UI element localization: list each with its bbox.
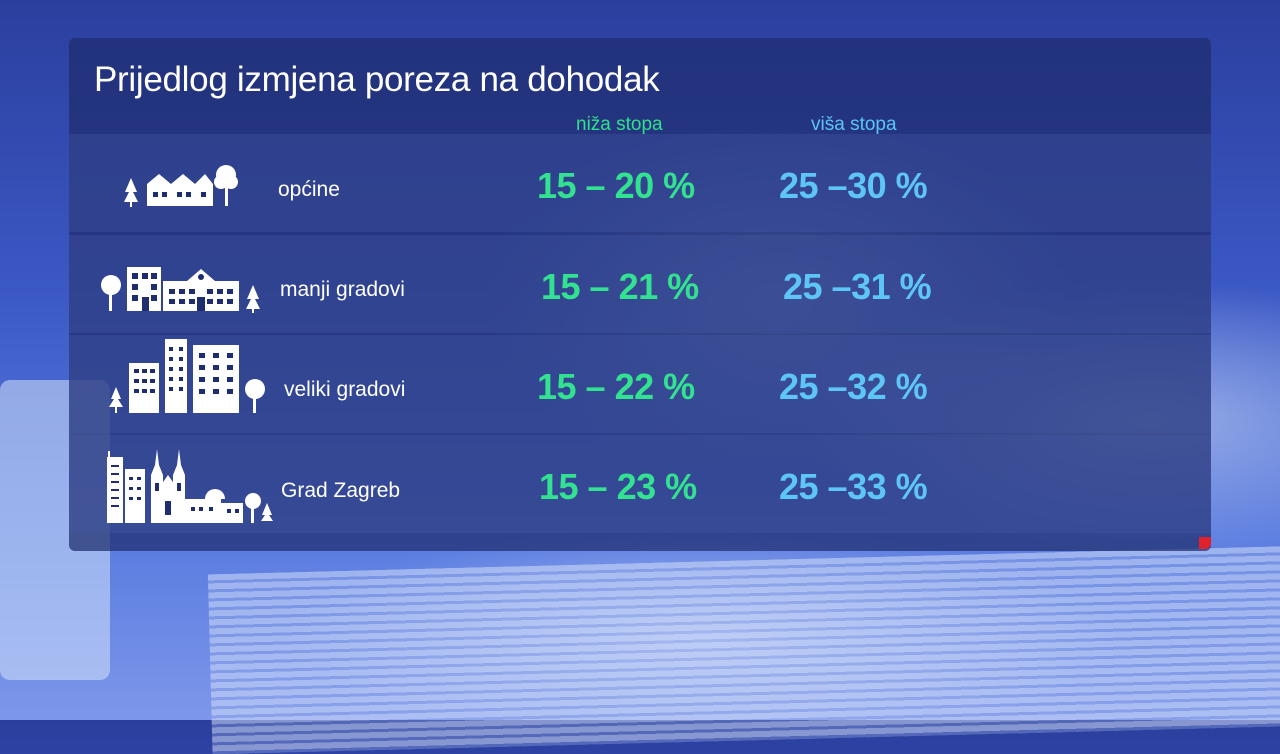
info-panel: Prijedlog izmjena poreza na dohodak niža…	[69, 38, 1211, 551]
table-row: veliki gradovi 15 – 22 % 25 –32 %	[69, 335, 1211, 433]
higher-rate-value: 25 –32 %	[779, 366, 928, 407]
row-label: veliki gradovi	[284, 378, 406, 401]
table-row: manji gradovi 15 – 21 % 25 –31 %	[69, 235, 1211, 333]
city-icon	[109, 339, 265, 413]
row-label: Grad Zagreb	[281, 479, 401, 502]
column-header-high: viša stopa	[811, 114, 897, 135]
village-icon	[124, 165, 238, 207]
higher-rate-value: 25 –33 %	[779, 466, 928, 507]
row-label: manji gradovi	[280, 278, 405, 301]
higher-rate-value: 25 –30 %	[779, 165, 928, 206]
lower-rate-value: 15 – 21 %	[541, 266, 699, 307]
panel-title: Prijedlog izmjena poreza na dohodak	[94, 60, 660, 99]
broadcast-corner-mark	[1199, 537, 1211, 549]
background-papers	[207, 545, 1280, 754]
table-row: općine 15 – 20 % 25 –30 %	[69, 134, 1211, 232]
small-town-icon	[101, 267, 260, 313]
lower-rate-value: 15 – 22 %	[537, 366, 695, 407]
table-row: Grad Zagreb 15 – 23 % 25 –33 %	[69, 435, 1211, 533]
lower-rate-value: 15 – 20 %	[537, 165, 695, 206]
zagreb-skyline-icon	[107, 449, 273, 523]
column-header-low: niža stopa	[576, 114, 663, 135]
row-label: općine	[278, 178, 340, 201]
lower-rate-value: 15 – 23 %	[539, 466, 697, 507]
higher-rate-value: 25 –31 %	[783, 266, 932, 307]
